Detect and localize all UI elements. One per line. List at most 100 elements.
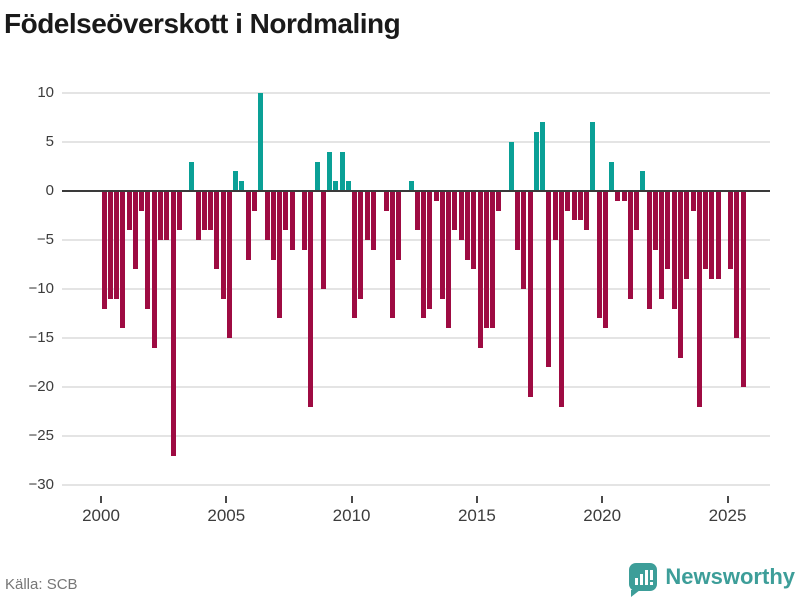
- bar-2014Q4[interactable]: [471, 191, 477, 270]
- bar-2007Q1[interactable]: [277, 191, 283, 319]
- bar-2018Q4[interactable]: [571, 191, 577, 221]
- bar-2019Q1[interactable]: [577, 191, 583, 221]
- bar-2022Q2[interactable]: [659, 191, 665, 299]
- bar-2012Q2[interactable]: [408, 181, 414, 191]
- bar-2003Q1[interactable]: [176, 191, 182, 231]
- bar-2002Q1[interactable]: [151, 191, 157, 348]
- bar-2011Q4[interactable]: [396, 191, 402, 260]
- bar-2003Q4[interactable]: [195, 191, 201, 240]
- bar-2000Q1[interactable]: [101, 191, 107, 309]
- bar-2018Q2[interactable]: [558, 191, 564, 407]
- bar-2002Q3[interactable]: [164, 191, 170, 240]
- bar-2013Q1[interactable]: [427, 191, 433, 309]
- gridline: [62, 141, 770, 143]
- bar-2004Q2[interactable]: [208, 191, 214, 231]
- bar-2002Q2[interactable]: [158, 191, 164, 240]
- bar-2013Q3[interactable]: [439, 191, 445, 299]
- bar-2005Q1[interactable]: [226, 191, 232, 338]
- bar-2021Q1[interactable]: [627, 191, 633, 299]
- bar-2022Q1[interactable]: [652, 191, 658, 250]
- bar-2024Q1[interactable]: [703, 191, 709, 270]
- bar-2017Q1[interactable]: [527, 191, 533, 397]
- bar-2020Q4[interactable]: [621, 191, 627, 201]
- bar-2018Q1[interactable]: [552, 191, 558, 240]
- bar-2020Q1[interactable]: [602, 191, 608, 329]
- bar-2010Q3[interactable]: [364, 191, 370, 240]
- bar-2002Q4[interactable]: [170, 191, 176, 456]
- bar-2006Q1[interactable]: [251, 191, 257, 211]
- bar-2009Q4[interactable]: [345, 181, 351, 191]
- bar-2004Q3[interactable]: [214, 191, 220, 270]
- bar-2013Q4[interactable]: [446, 191, 452, 329]
- bar-2000Q3[interactable]: [114, 191, 120, 299]
- bar-2021Q2[interactable]: [634, 191, 640, 231]
- bar-2011Q3[interactable]: [389, 191, 395, 319]
- bar-2015Q1[interactable]: [477, 191, 483, 348]
- bar-2022Q4[interactable]: [671, 191, 677, 309]
- bar-2000Q4[interactable]: [120, 191, 126, 329]
- bar-2018Q3[interactable]: [565, 191, 571, 211]
- bar-2006Q2[interactable]: [258, 93, 264, 191]
- bar-2006Q3[interactable]: [264, 191, 270, 240]
- bar-2011Q2[interactable]: [383, 191, 389, 211]
- bar-2016Q2[interactable]: [508, 142, 514, 191]
- bar-2013Q2[interactable]: [433, 191, 439, 201]
- bar-2001Q2[interactable]: [132, 191, 138, 270]
- bar-2024Q3[interactable]: [715, 191, 721, 280]
- bar-2010Q4[interactable]: [371, 191, 377, 250]
- bar-2020Q2[interactable]: [609, 161, 615, 191]
- bar-2024Q2[interactable]: [709, 191, 715, 280]
- bar-2012Q4[interactable]: [421, 191, 427, 319]
- bar-2023Q4[interactable]: [696, 191, 702, 407]
- bar-2023Q1[interactable]: [678, 191, 683, 358]
- bar-2017Q4[interactable]: [546, 191, 552, 368]
- bar-2017Q2[interactable]: [533, 132, 539, 191]
- bar-2007Q2[interactable]: [283, 191, 289, 231]
- bar-2021Q3[interactable]: [640, 171, 646, 191]
- bar-2010Q1[interactable]: [352, 191, 358, 319]
- bar-2000Q2[interactable]: [107, 191, 113, 299]
- x-axis-tick-label: 2015: [457, 506, 496, 525]
- bar-2005Q4[interactable]: [245, 191, 251, 260]
- bar-2008Q4[interactable]: [320, 191, 326, 289]
- bar-2004Q1[interactable]: [201, 191, 207, 231]
- bar-2016Q4[interactable]: [521, 191, 527, 289]
- bar-2007Q3[interactable]: [289, 191, 295, 250]
- bar-2014Q3[interactable]: [465, 191, 470, 260]
- bar-2001Q1[interactable]: [126, 191, 132, 231]
- bar-2019Q2[interactable]: [584, 191, 590, 231]
- bar-2025Q1[interactable]: [728, 191, 734, 270]
- bar-2001Q4[interactable]: [145, 191, 151, 309]
- bar-2008Q2[interactable]: [308, 191, 314, 407]
- bar-2025Q3[interactable]: [740, 191, 746, 387]
- bar-2015Q2[interactable]: [483, 191, 489, 329]
- bar-2023Q3[interactable]: [690, 191, 696, 211]
- bar-2019Q3[interactable]: [590, 122, 596, 191]
- bar-2014Q2[interactable]: [458, 191, 464, 240]
- bar-2014Q1[interactable]: [452, 191, 458, 231]
- bar-2005Q2[interactable]: [233, 171, 239, 191]
- bar-2009Q2[interactable]: [333, 181, 339, 191]
- bar-2005Q3[interactable]: [239, 181, 245, 191]
- bar-2001Q3[interactable]: [139, 191, 145, 211]
- bar-2010Q2[interactable]: [358, 191, 364, 299]
- bar-2003Q3[interactable]: [189, 161, 195, 191]
- bar-2025Q2[interactable]: [734, 191, 740, 338]
- bar-2012Q3[interactable]: [414, 191, 420, 231]
- bar-2016Q3[interactable]: [515, 191, 521, 250]
- bar-2020Q3[interactable]: [615, 191, 621, 201]
- bar-2004Q4[interactable]: [220, 191, 226, 299]
- bar-2022Q3[interactable]: [665, 191, 671, 270]
- bar-2009Q1[interactable]: [327, 151, 333, 191]
- bar-2008Q1[interactable]: [302, 191, 308, 250]
- bar-2008Q3[interactable]: [314, 161, 320, 191]
- bar-2021Q4[interactable]: [646, 191, 652, 309]
- bar-2009Q3[interactable]: [339, 151, 345, 191]
- newsworthy-logo[interactable]: Newsworthy: [629, 563, 795, 597]
- bar-2023Q2[interactable]: [684, 191, 690, 280]
- bar-2006Q4[interactable]: [270, 191, 276, 260]
- bar-2015Q4[interactable]: [496, 191, 502, 211]
- bar-2019Q4[interactable]: [596, 191, 602, 319]
- bar-2015Q3[interactable]: [490, 191, 496, 329]
- bar-2017Q3[interactable]: [540, 122, 546, 191]
